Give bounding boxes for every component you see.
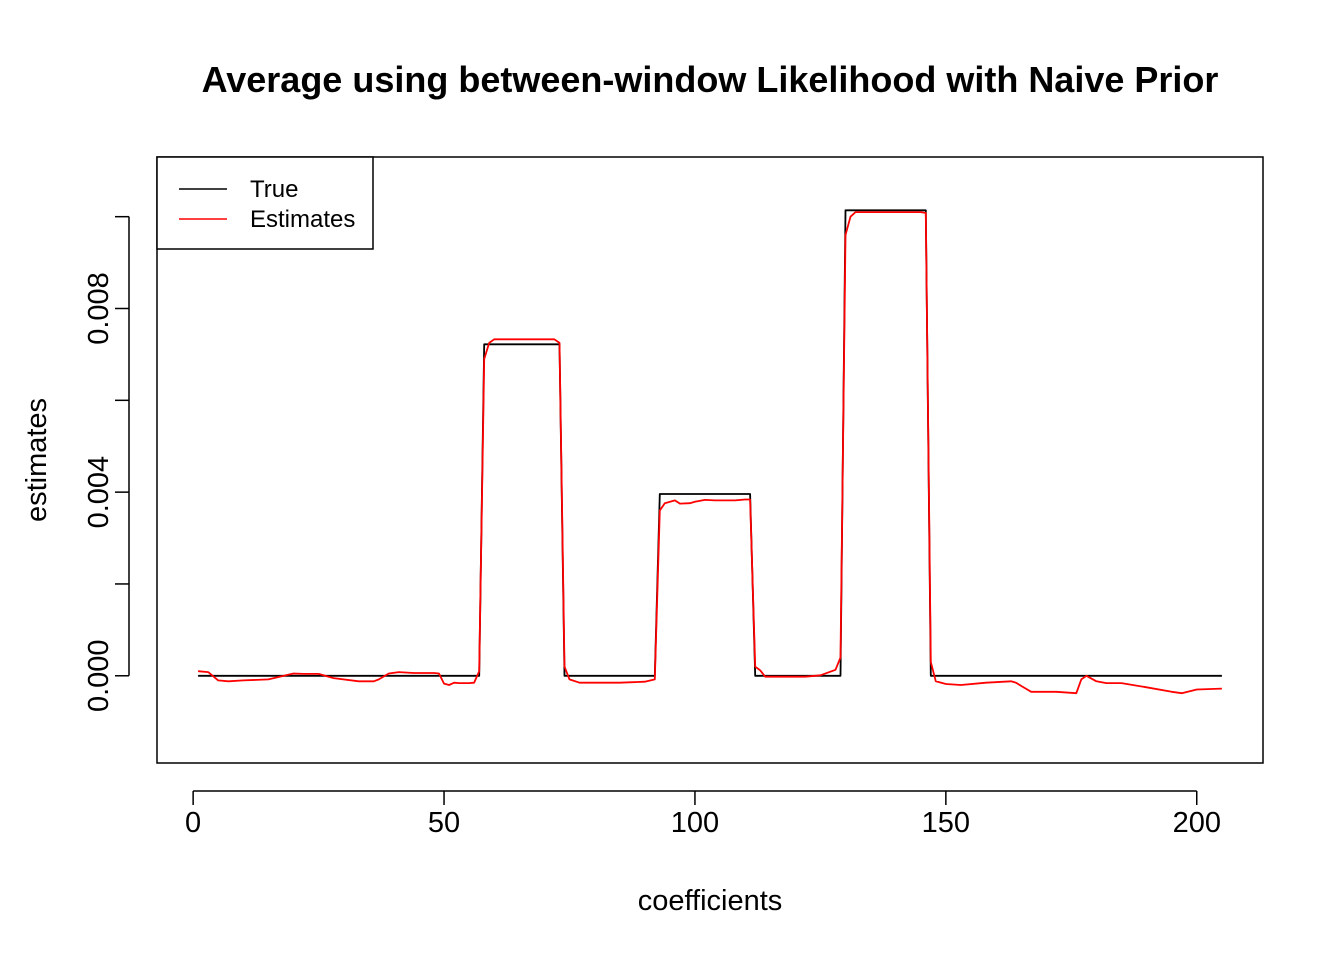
x-tick-label: 50 bbox=[428, 807, 460, 839]
y-tick-label: 0.008 bbox=[83, 272, 115, 345]
y-axis-label: estimates bbox=[21, 398, 53, 522]
legend: True Estimates bbox=[156, 156, 374, 250]
series-line-estimates bbox=[198, 211, 1222, 695]
y-tick-label: 0.004 bbox=[83, 456, 115, 529]
y-tick-label: 0.000 bbox=[83, 639, 115, 712]
plot-area-frame bbox=[156, 156, 1264, 764]
x-axis-label: coefficients bbox=[638, 885, 783, 917]
legend-box bbox=[156, 156, 374, 250]
y-axis: 0.000 0.004 0.008 bbox=[83, 215, 130, 712]
legend-label-true: True bbox=[250, 176, 298, 203]
x-axis: 0 50 100 150 200 bbox=[185, 790, 1221, 839]
x-tick-label: 150 bbox=[922, 807, 970, 839]
series-line-true bbox=[198, 209, 1222, 677]
x-tick-label: 100 bbox=[671, 807, 719, 839]
chart-title: Average using between-window Likelihood … bbox=[202, 59, 1219, 100]
x-tick-label: 200 bbox=[1173, 807, 1221, 839]
x-tick-label: 0 bbox=[185, 807, 201, 839]
legend-label-estimates: Estimates bbox=[250, 206, 355, 233]
series-layer bbox=[198, 209, 1222, 695]
